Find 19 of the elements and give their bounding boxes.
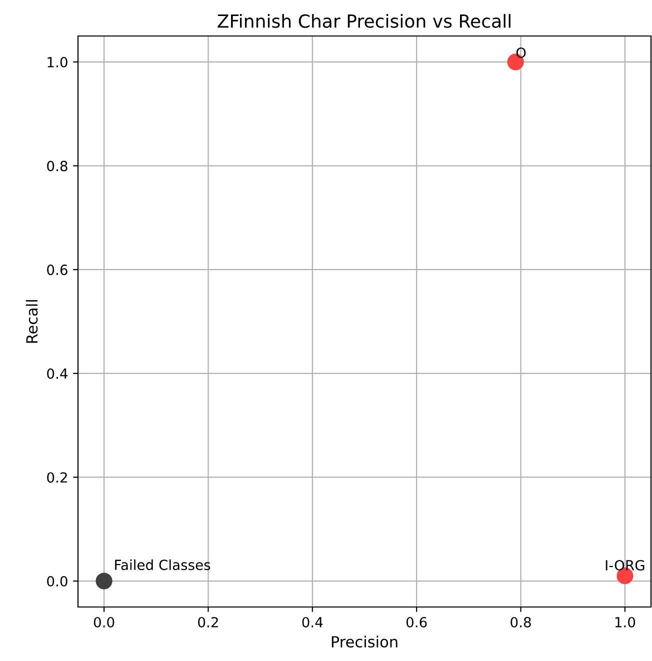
x-tick-label: 0.4 bbox=[302, 616, 323, 628]
y-tick-label: 0.2 bbox=[47, 472, 67, 483]
x-axis-title: Precision bbox=[332, 636, 398, 648]
y-tick-label: 0.4 bbox=[47, 368, 68, 379]
annotation: Failed Classes bbox=[115, 559, 210, 570]
point bbox=[96, 572, 112, 590]
annotation: I-ORG bbox=[606, 560, 644, 570]
x-tick-label: 1.0 bbox=[615, 616, 636, 628]
chart-title: ZFinnish Char Precision vs Recall bbox=[218, 14, 510, 28]
x-tick-label: 0.8 bbox=[510, 616, 531, 628]
x-tick-label: 0.0 bbox=[94, 616, 114, 628]
y-tick-label: 0.0 bbox=[47, 576, 68, 587]
y-axis-title: Recall bbox=[26, 300, 38, 343]
x-tick-label: 0.2 bbox=[198, 616, 218, 628]
x-tick-label: 0.6 bbox=[406, 616, 427, 628]
y-tick-label: 0.6 bbox=[47, 264, 68, 276]
annotation: O bbox=[516, 47, 526, 58]
y-tick-label: 0.8 bbox=[47, 160, 68, 172]
y-tick-label: 1.0 bbox=[48, 56, 68, 68]
